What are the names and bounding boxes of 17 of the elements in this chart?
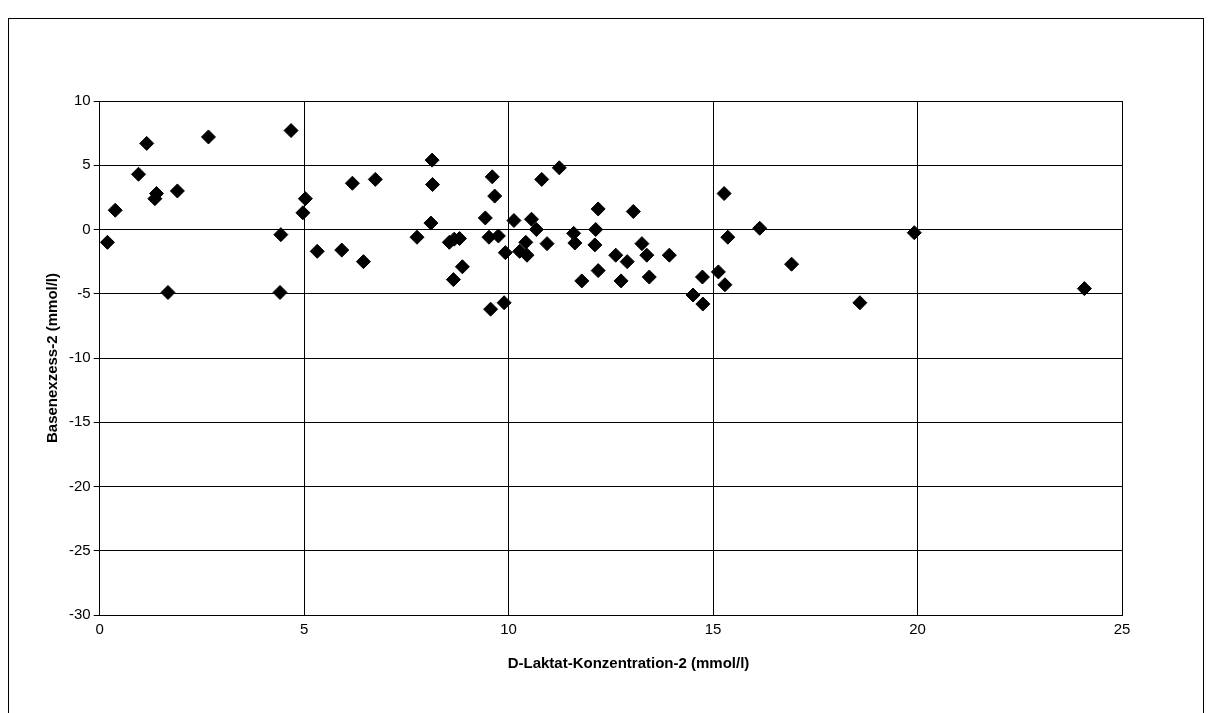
x-tick-label: 0 <box>95 620 104 638</box>
x-tick-label: 20 <box>909 620 926 638</box>
y-tick-label: -30 <box>68 605 91 623</box>
x-tick-label: 15 <box>704 620 722 638</box>
x-tick-label: 5 <box>299 620 309 638</box>
y-tick-label: -25 <box>68 540 91 558</box>
y-axis-title: Basenexzess-2 (mmol/l) <box>43 272 61 444</box>
y-tick-label: -10 <box>68 348 91 366</box>
x-axis-title: D-Laktat-Konzentration-2 (mmol/l) <box>506 654 751 671</box>
y-tick-label: -15 <box>68 412 91 430</box>
y-tick-label: 10 <box>73 91 91 109</box>
y-tick-label: 5 <box>82 155 91 173</box>
y-tick-label: -5 <box>77 283 91 301</box>
x-tick-label: 10 <box>500 620 517 638</box>
y-tick-label: 0 <box>82 219 91 237</box>
x-tick-label: 25 <box>1113 620 1131 638</box>
y-tick-label: -20 <box>68 476 91 494</box>
